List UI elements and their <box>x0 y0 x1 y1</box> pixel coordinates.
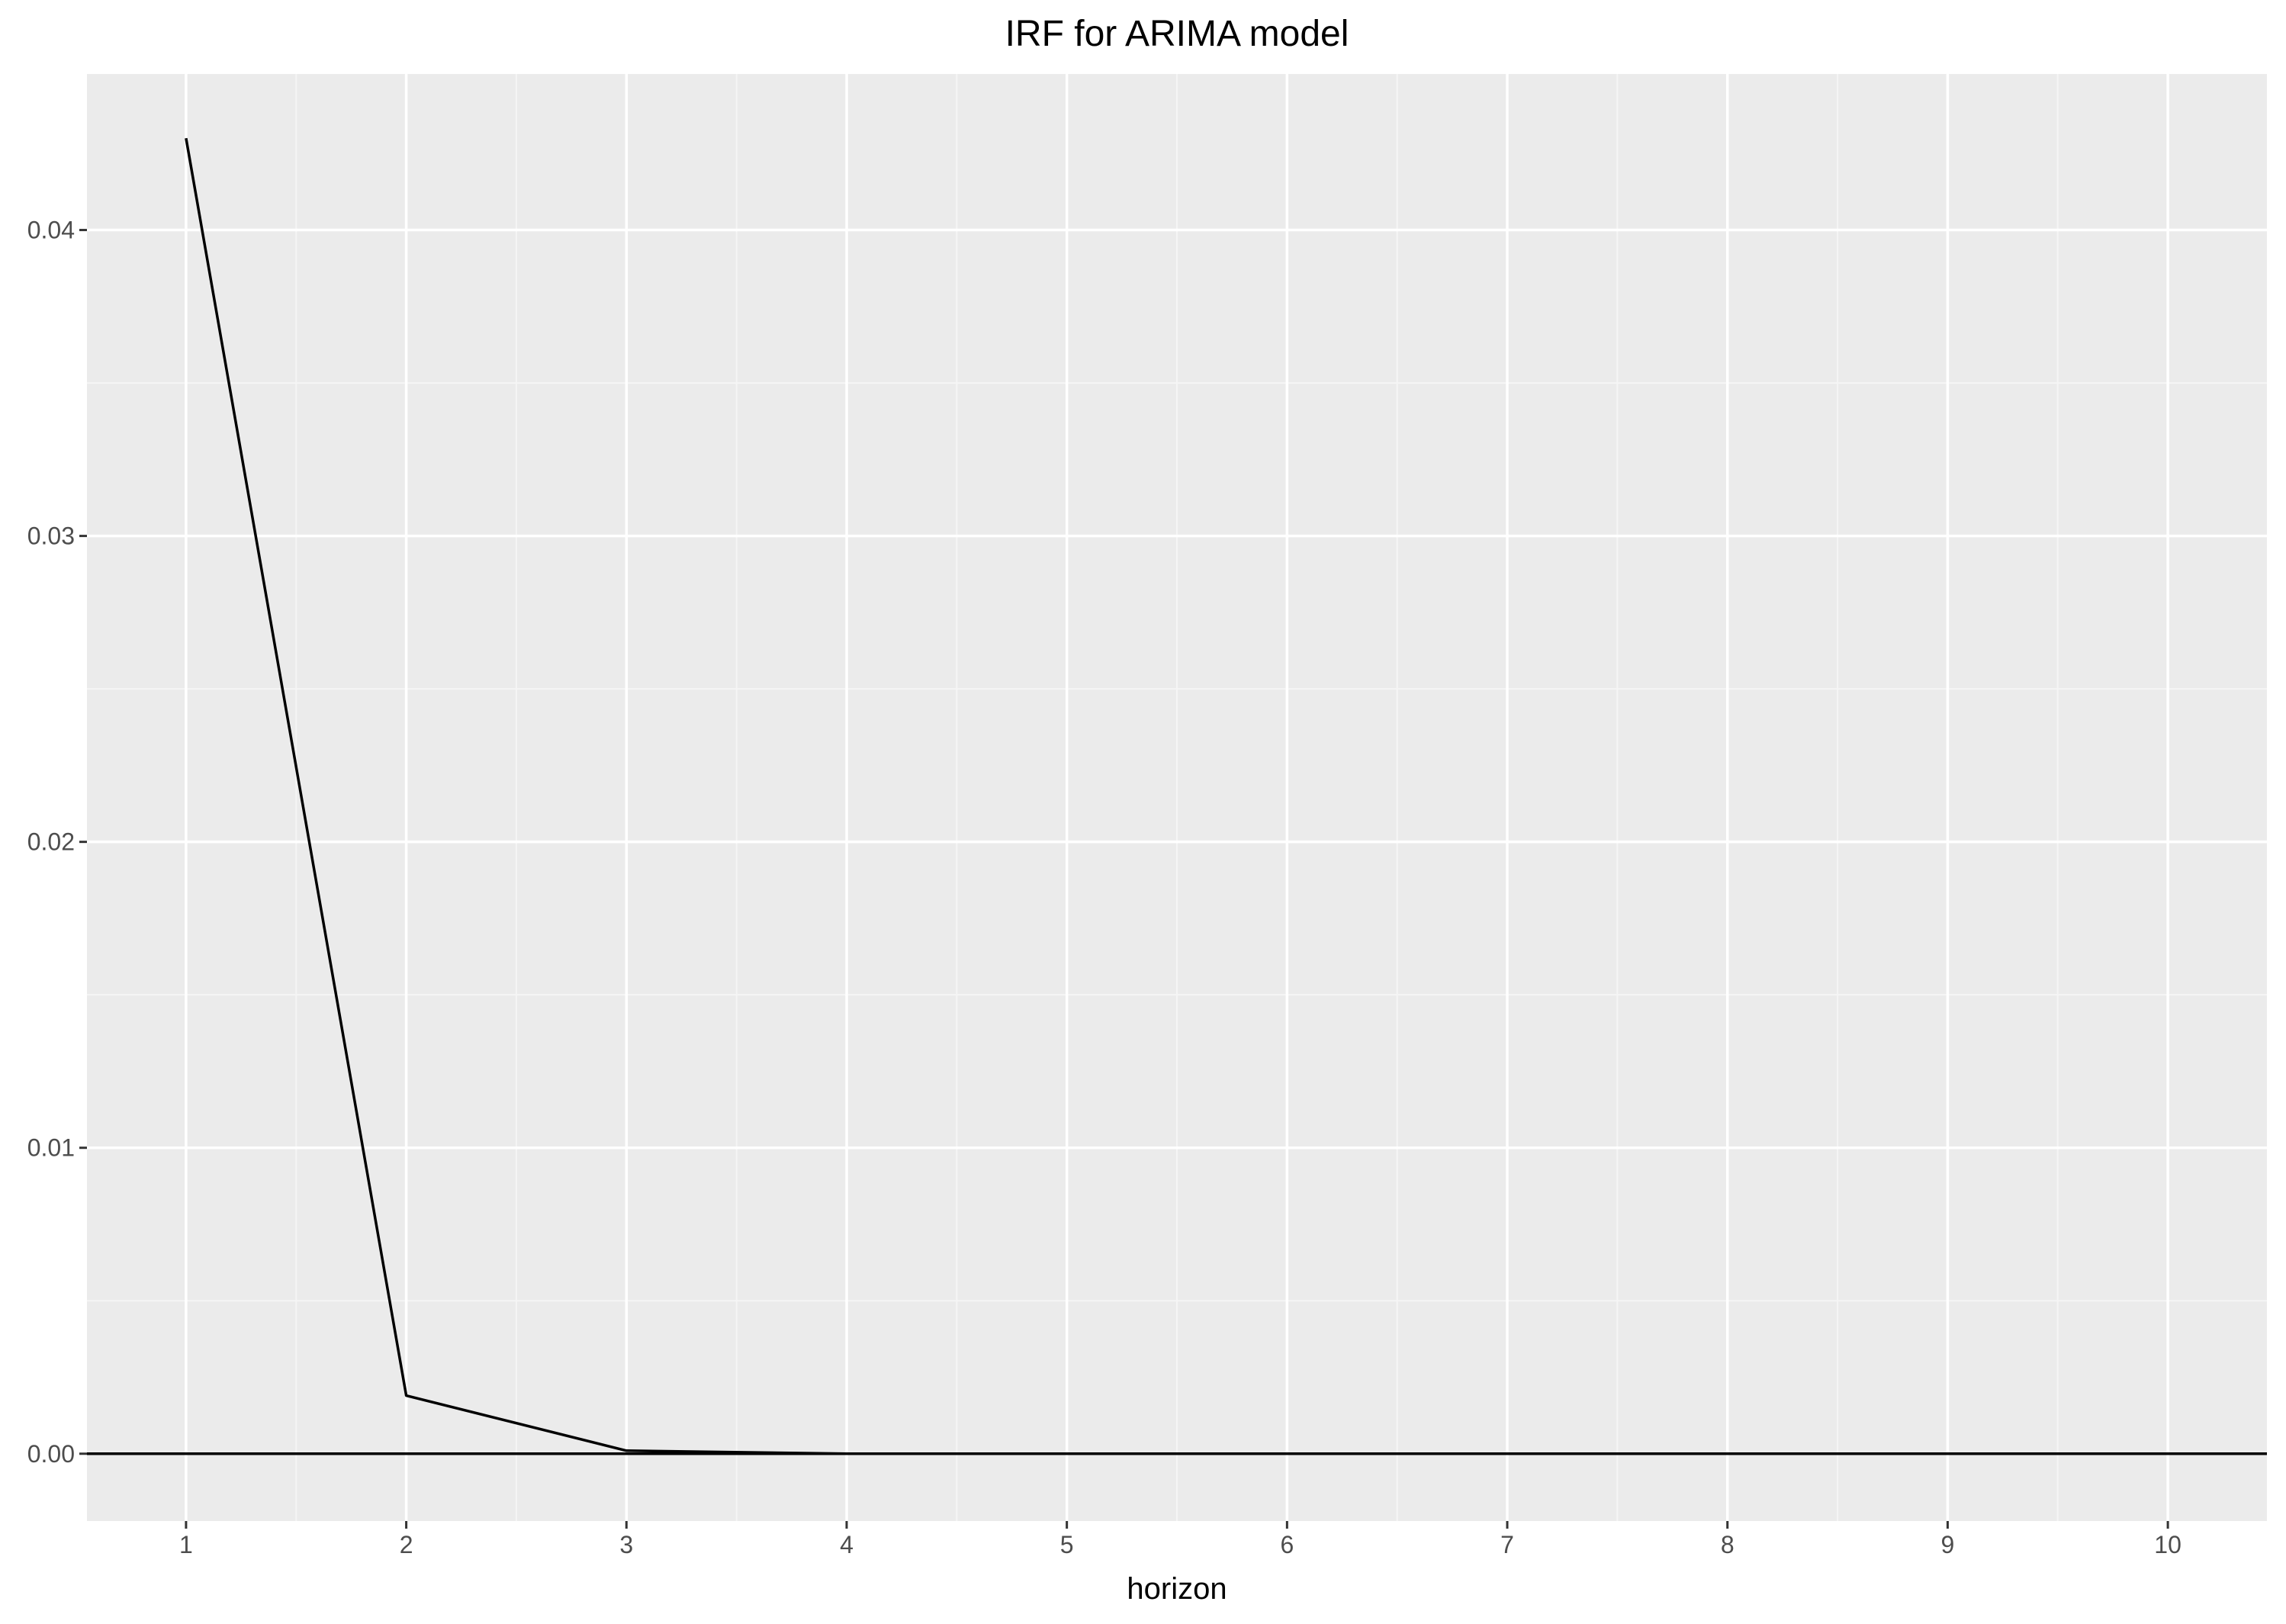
irf-series-line <box>185 137 2169 1455</box>
x-tick-label: 1 <box>179 1531 193 1558</box>
minor-gridlines <box>87 74 2267 1521</box>
y-axis: 0.00 0.01 0.02 0.03 0.04 <box>27 217 87 1468</box>
series-layer <box>185 137 2169 1455</box>
y-tick-label: 0.02 <box>27 828 75 856</box>
x-tick-label: 3 <box>619 1531 633 1558</box>
x-axis-title: horizon <box>1127 1572 1227 1606</box>
x-tick-label: 2 <box>400 1531 413 1558</box>
x-axis: 1 2 3 4 5 6 7 8 9 10 <box>179 1521 2182 1558</box>
x-tick-label: 8 <box>1721 1531 1735 1558</box>
y-tick-label: 0.00 <box>27 1440 75 1468</box>
y-tick-label: 0.04 <box>27 217 75 244</box>
x-tick-label: 10 <box>2154 1531 2182 1558</box>
y-tick-label: 0.03 <box>27 523 75 550</box>
x-tick-label: 4 <box>840 1531 854 1558</box>
x-tick-label: 5 <box>1060 1531 1074 1558</box>
x-tick-label: 7 <box>1500 1531 1514 1558</box>
x-tick-label: 6 <box>1280 1531 1294 1558</box>
x-tick-label: 9 <box>1941 1531 1955 1558</box>
y-tick-label: 0.01 <box>27 1134 75 1162</box>
chart-title: IRF for ARIMA model <box>1005 14 1349 54</box>
